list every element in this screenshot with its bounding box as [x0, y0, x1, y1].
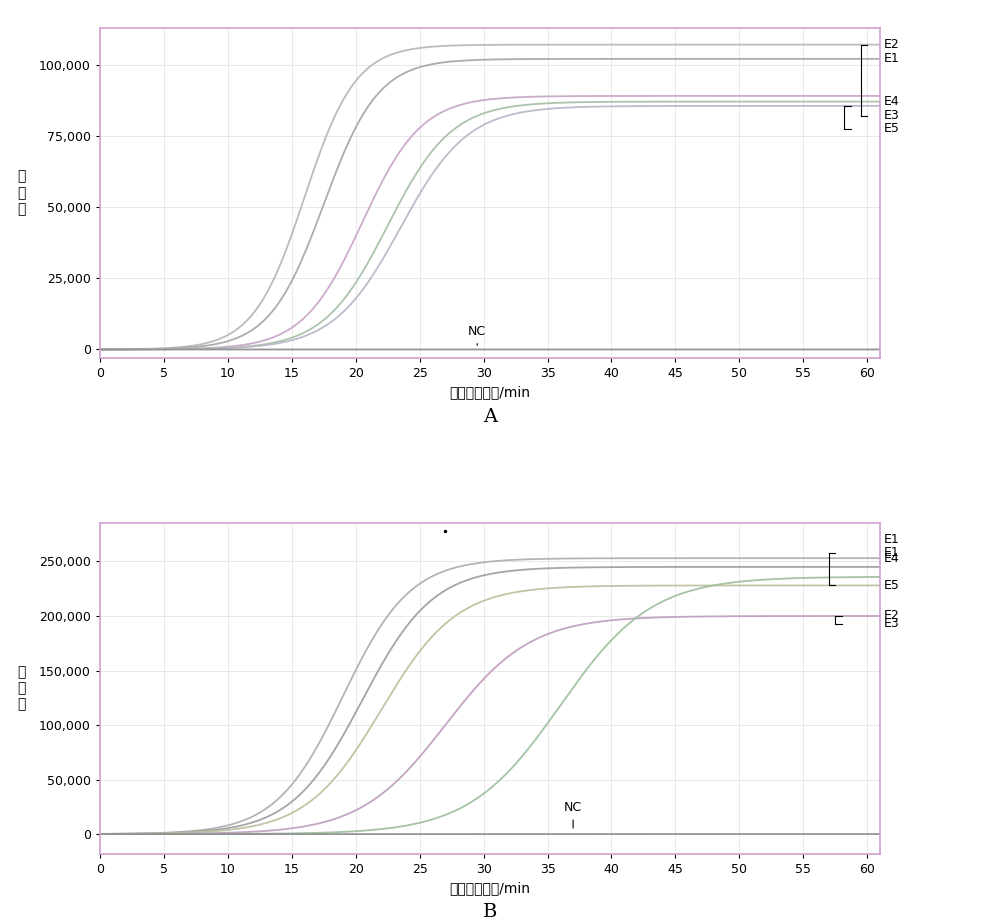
Text: E2: E2: [884, 39, 900, 51]
Text: A: A: [483, 408, 497, 426]
Text: E3: E3: [884, 617, 900, 630]
Text: E1: E1: [884, 52, 900, 65]
Y-axis label: 荧
光
値: 荧 光 値: [17, 666, 25, 711]
Text: E4: E4: [884, 95, 900, 108]
Y-axis label: 荧
光
値: 荧 光 値: [17, 170, 25, 216]
Text: NC: NC: [564, 801, 582, 828]
Text: E5: E5: [884, 122, 900, 135]
Text: E3: E3: [884, 109, 900, 122]
X-axis label: 恒温扩增时间/min: 恒温扩增时间/min: [450, 386, 530, 399]
Text: E4: E4: [884, 552, 900, 565]
Text: E1: E1: [884, 533, 900, 546]
Text: B: B: [483, 903, 497, 918]
Text: NC: NC: [468, 325, 486, 345]
Text: E2: E2: [884, 610, 900, 622]
X-axis label: 恒温扩增时间/min: 恒温扩增时间/min: [450, 881, 530, 895]
Text: E1: E1: [884, 546, 900, 559]
Text: E5: E5: [884, 579, 900, 592]
